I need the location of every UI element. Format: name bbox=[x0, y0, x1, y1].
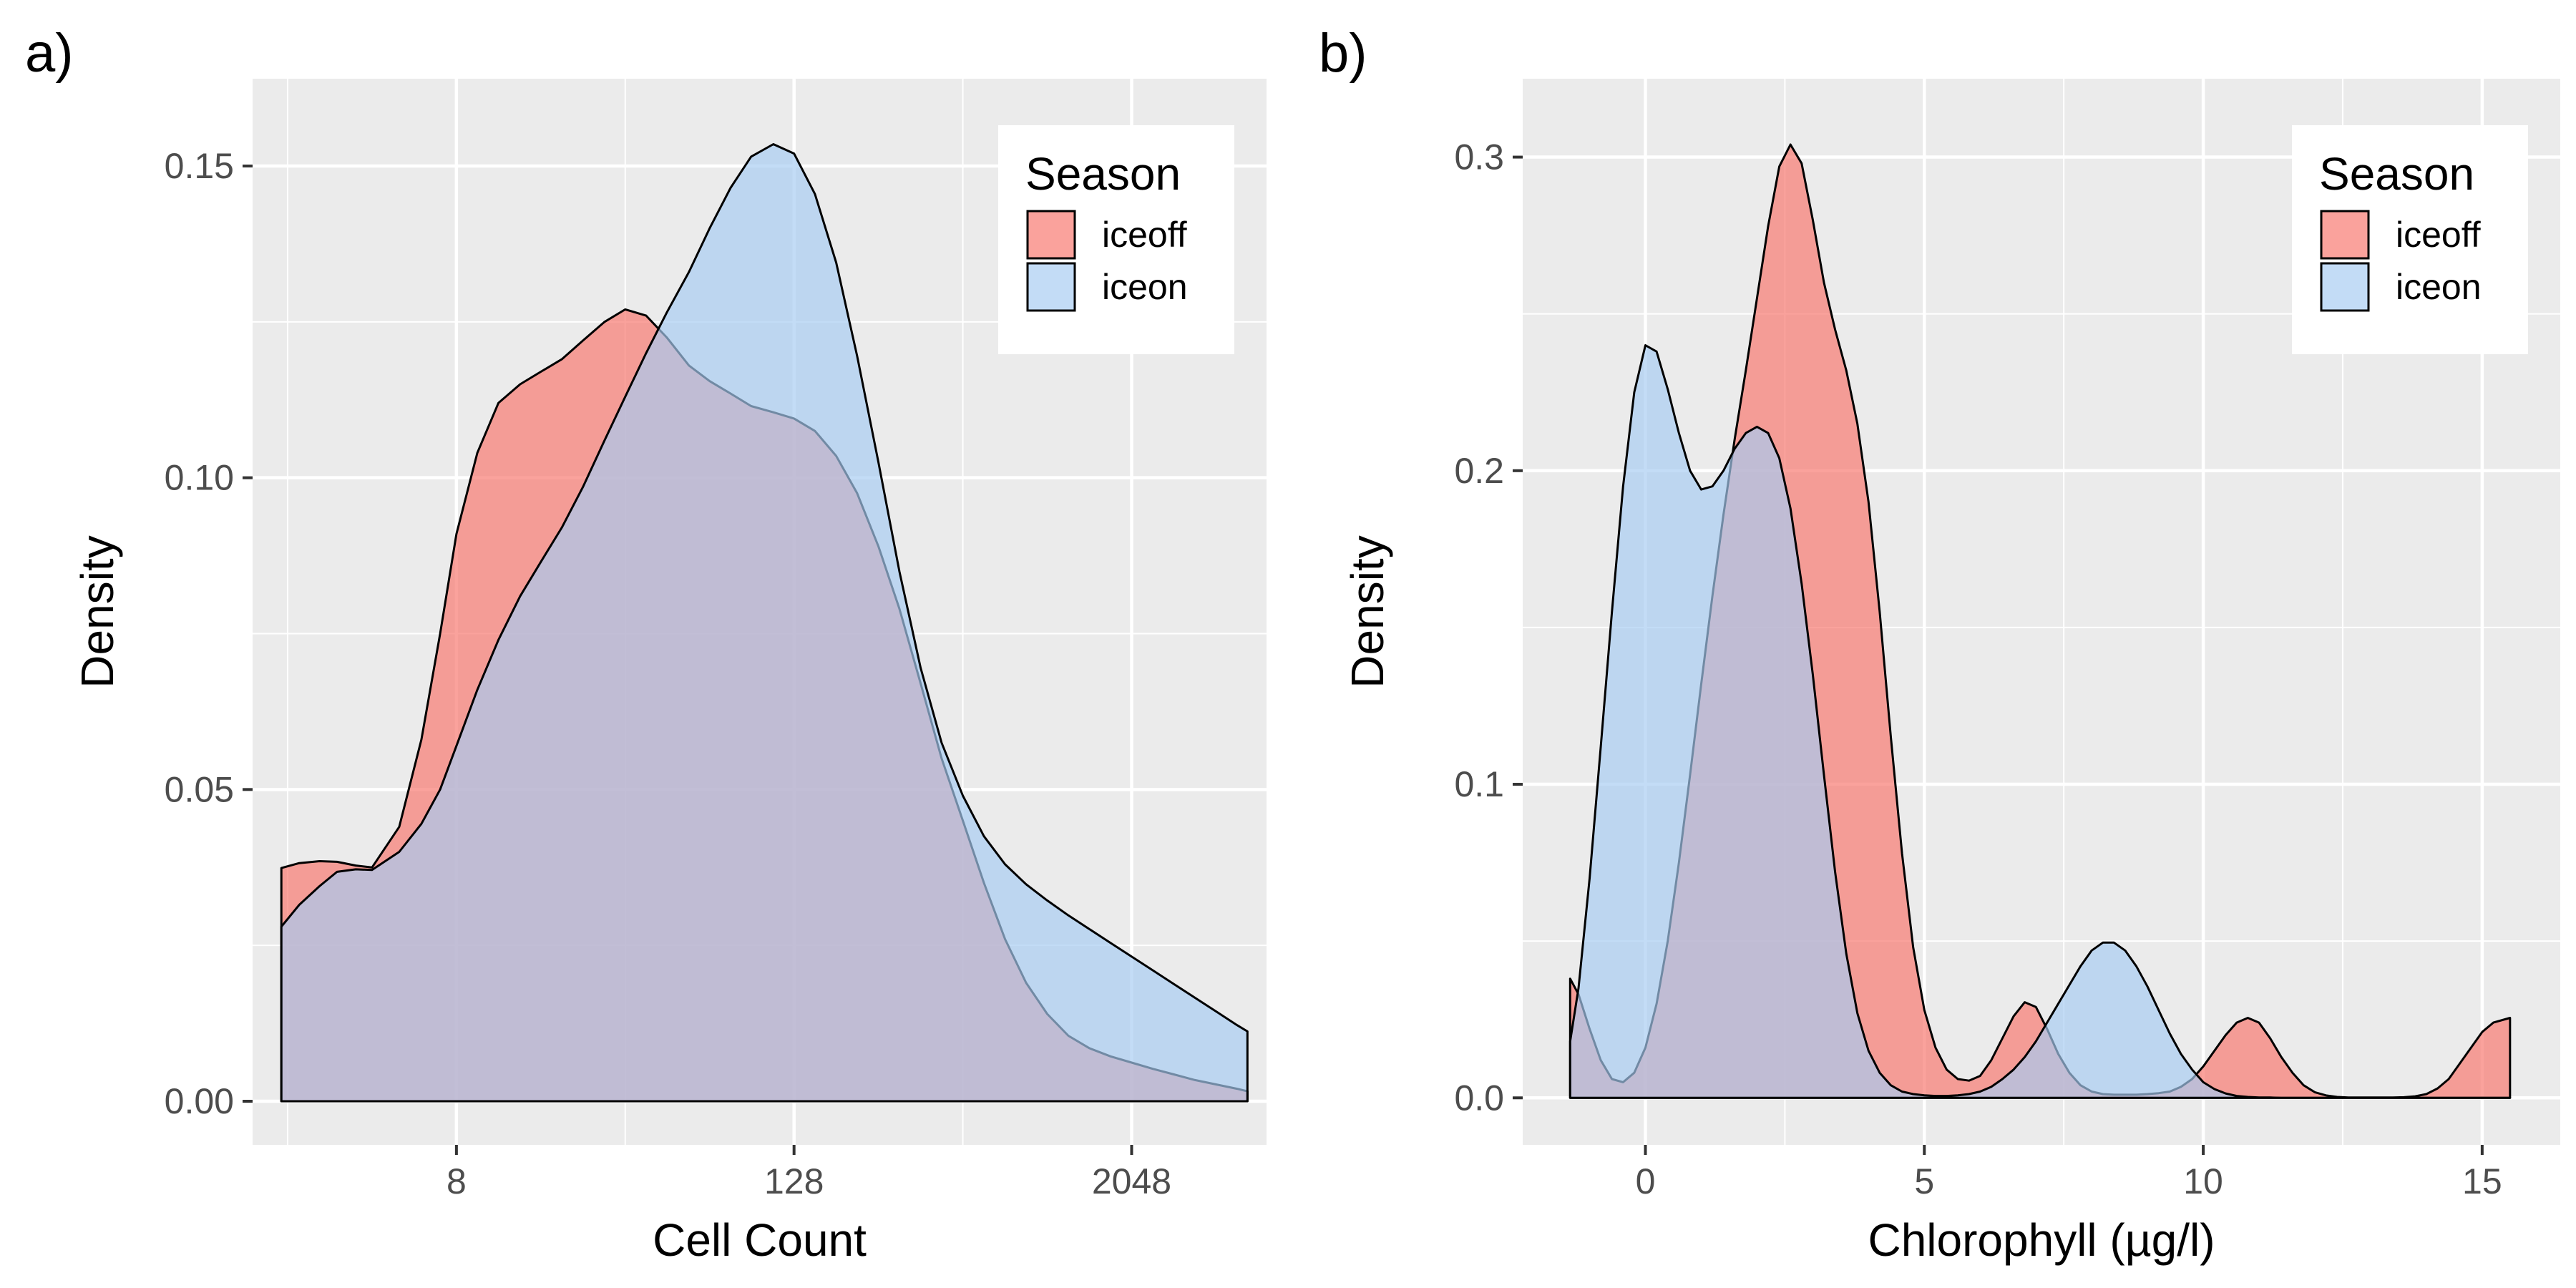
x-axis-title: Chlorophyll (µg/l) bbox=[1868, 1214, 2215, 1266]
legend-label-iceoff: iceoff bbox=[2396, 215, 2481, 255]
x-tick-label: 5 bbox=[1914, 1161, 1934, 1201]
panel-a: 8 128 2048 0.00 0.05 0.10 0.15 Cell Count Densit… bbox=[25, 23, 1267, 1266]
y-tick-label: 0.0 bbox=[1454, 1078, 1504, 1118]
y-tick-label: 0.15 bbox=[165, 146, 234, 186]
x-tick-label: 8 bbox=[447, 1161, 467, 1201]
legend-title: Season bbox=[1025, 148, 1181, 200]
y-axis-title: Density bbox=[1342, 535, 1393, 688]
y-tick-label: 0.1 bbox=[1454, 764, 1504, 804]
x-tick-label: 0 bbox=[1636, 1161, 1656, 1201]
panel-label: a) bbox=[25, 23, 74, 84]
panel-label: b) bbox=[1319, 23, 1367, 84]
x-axis-title: Cell Count bbox=[653, 1214, 867, 1266]
x-tick-label: 10 bbox=[2183, 1161, 2223, 1201]
y-axis-title: Density bbox=[72, 535, 123, 688]
legend-key-iceon bbox=[2320, 262, 2370, 312]
density-area-iceon bbox=[1568, 344, 2512, 1099]
y-tick-label: 0.3 bbox=[1454, 137, 1504, 177]
panel-b: 0 5 10 15 0.0 0.1 0.2 0.3 Chlorophyll (µg/l) Dens… bbox=[1319, 23, 2560, 1266]
legend-key-iceoff bbox=[1026, 210, 1076, 260]
y-tick-label: 0.2 bbox=[1454, 451, 1504, 491]
legend-label-iceon: iceon bbox=[2396, 267, 2482, 307]
legend-key-iceon bbox=[1026, 262, 1076, 312]
legend: Season iceoff iceon bbox=[998, 125, 1234, 354]
density-area-iceon bbox=[280, 143, 1249, 1103]
legend-label-iceoff: iceoff bbox=[1102, 215, 1187, 255]
legend-key-iceoff bbox=[2320, 210, 2370, 260]
y-tick-label: 0.05 bbox=[165, 769, 234, 809]
y-tick-label: 0.00 bbox=[165, 1081, 234, 1121]
y-tick-label: 0.10 bbox=[165, 458, 234, 498]
x-tick-label: 2048 bbox=[1092, 1161, 1171, 1201]
legend-label-iceon: iceon bbox=[1102, 267, 1188, 307]
x-tick-label: 15 bbox=[2462, 1161, 2502, 1201]
legend: Season iceoff iceon bbox=[2292, 125, 2528, 354]
x-tick-label: 128 bbox=[764, 1161, 824, 1201]
legend-title: Season bbox=[2319, 148, 2474, 200]
